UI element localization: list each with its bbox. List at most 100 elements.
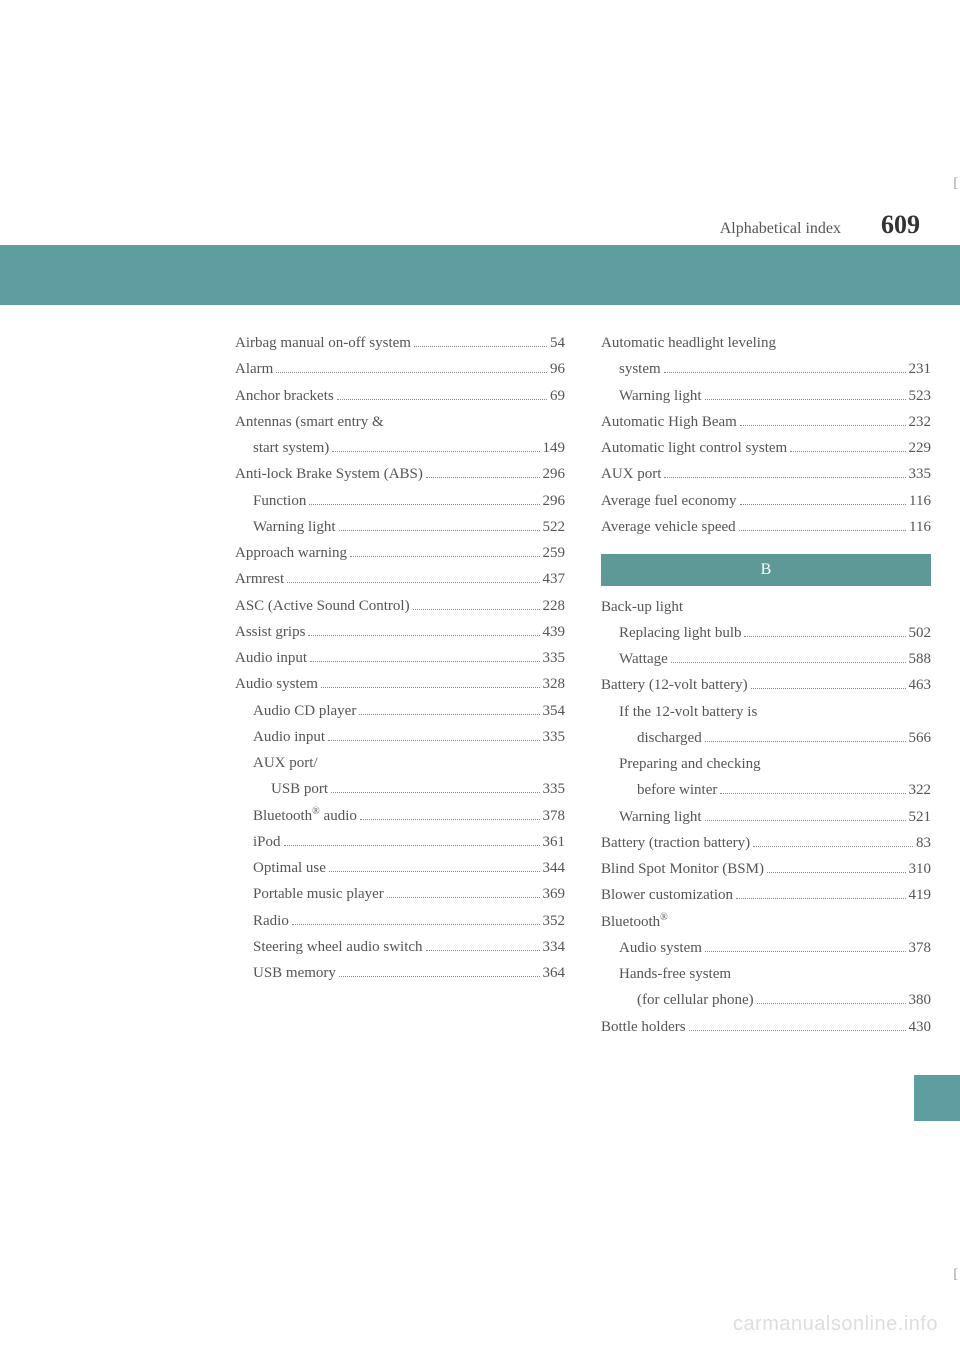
leader-dots [740, 425, 906, 426]
index-page: 296 [543, 488, 566, 514]
leader-dots [705, 741, 906, 742]
leader-dots [308, 635, 539, 636]
index-label: Blower customization [601, 882, 733, 908]
index-page: 231 [909, 356, 932, 382]
index-page: 116 [909, 488, 931, 514]
index-entry: Blind Spot Monitor (BSM)310 [601, 856, 931, 882]
index-page: 378 [543, 803, 566, 829]
index-entry: Function296 [235, 488, 565, 514]
index-label: Audio input [253, 724, 325, 750]
index-page: 378 [909, 935, 932, 961]
index-label: Steering wheel audio switch [253, 934, 423, 960]
index-page: 149 [543, 435, 566, 461]
index-entry: Portable music player369 [235, 881, 565, 907]
index-page: 116 [909, 514, 931, 540]
index-page: 522 [543, 514, 566, 540]
index-label: Anti-lock Brake System (ABS) [235, 461, 423, 487]
leader-dots [321, 687, 540, 688]
index-entry: Audio CD player354 [235, 698, 565, 724]
index-label: Bluetooth® audio [253, 803, 357, 829]
index-entry: Average vehicle speed116 [601, 514, 931, 540]
index-label: system [619, 356, 661, 382]
index-entry: Automatic light control system229 [601, 435, 931, 461]
index-content: Airbag manual on-off system54Alarm96Anch… [235, 330, 935, 1040]
index-page: 419 [909, 882, 932, 908]
leader-dots [310, 661, 539, 662]
index-page: 439 [543, 619, 566, 645]
index-page: 83 [916, 830, 931, 856]
leader-dots [744, 636, 905, 637]
leader-dots [337, 399, 547, 400]
index-label: Alarm [235, 356, 273, 382]
leader-dots [276, 372, 547, 373]
index-entry: AUX port335 [601, 461, 931, 487]
index-page: 334 [543, 934, 566, 960]
index-label: Warning light [619, 804, 702, 830]
index-entry: Audio system378 [601, 935, 931, 961]
index-page: 463 [909, 672, 932, 698]
index-page: 54 [550, 330, 565, 356]
leader-dots [689, 1030, 906, 1031]
index-label: discharged [637, 725, 702, 751]
index-entry: system 231 [601, 356, 931, 382]
leader-dots [414, 346, 547, 347]
index-page: 521 [909, 804, 932, 830]
index-page: 296 [543, 461, 566, 487]
index-entry: Approach warning259 [235, 540, 565, 566]
index-label: Battery (traction battery) [601, 830, 750, 856]
index-continuation: Hands-free system [601, 961, 931, 987]
leader-dots [664, 372, 906, 373]
index-label: Audio input [235, 645, 307, 671]
index-entry: start system)149 [235, 435, 565, 461]
index-label: Warning light [619, 383, 702, 409]
index-continuation: Back-up light [601, 594, 931, 620]
index-entry: Bluetooth® audio 378 [235, 803, 565, 829]
section-header-b: B [601, 554, 931, 586]
index-entry: discharged566 [601, 725, 931, 751]
leader-dots [339, 530, 540, 531]
leader-dots [309, 504, 539, 505]
index-page: 335 [543, 724, 566, 750]
leader-dots [328, 740, 539, 741]
index-column-left: Airbag manual on-off system54Alarm96Anch… [235, 330, 565, 1040]
leader-dots [736, 898, 905, 899]
index-page: 335 [543, 776, 566, 802]
index-label: USB memory [253, 960, 336, 986]
index-label: Audio system [235, 671, 318, 697]
index-label: iPod [253, 829, 281, 855]
index-label: (for cellular phone) [637, 987, 754, 1013]
index-label: Wattage [619, 646, 668, 672]
index-label: Audio CD player [253, 698, 356, 724]
index-page: 229 [909, 435, 932, 461]
leader-dots [740, 504, 907, 505]
index-entry: Audio input335 [235, 645, 565, 671]
leader-dots [426, 477, 540, 478]
index-entry: Replacing light bulb502 [601, 620, 931, 646]
index-entry: ASC (Active Sound Control) 228 [235, 593, 565, 619]
index-label: USB port [271, 776, 328, 802]
leader-dots [705, 820, 906, 821]
index-page: 523 [909, 383, 932, 409]
index-label: Assist grips [235, 619, 305, 645]
index-label: Optimal use [253, 855, 326, 881]
page-number: 609 [881, 210, 920, 240]
index-page: 310 [909, 856, 932, 882]
index-label: Replacing light bulb [619, 620, 741, 646]
leader-dots [332, 451, 539, 452]
index-entry: Battery (12-volt battery)463 [601, 672, 931, 698]
index-entry: (for cellular phone)380 [601, 987, 931, 1013]
leader-dots [292, 924, 540, 925]
index-entry: Anti-lock Brake System (ABS) 296 [235, 461, 565, 487]
teal-banner [0, 245, 960, 305]
index-entry: USB port 335 [235, 776, 565, 802]
leader-dots [671, 662, 906, 663]
index-entry: Warning light 521 [601, 804, 931, 830]
index-label: before winter [637, 777, 717, 803]
index-page: 228 [543, 593, 566, 619]
index-label: Radio [253, 908, 289, 934]
index-entry: Audio system328 [235, 671, 565, 697]
index-page: 259 [543, 540, 566, 566]
index-label: ASC (Active Sound Control) [235, 593, 410, 619]
index-continuation: Preparing and checking [601, 751, 931, 777]
header-label: Alphabetical index [720, 220, 841, 238]
